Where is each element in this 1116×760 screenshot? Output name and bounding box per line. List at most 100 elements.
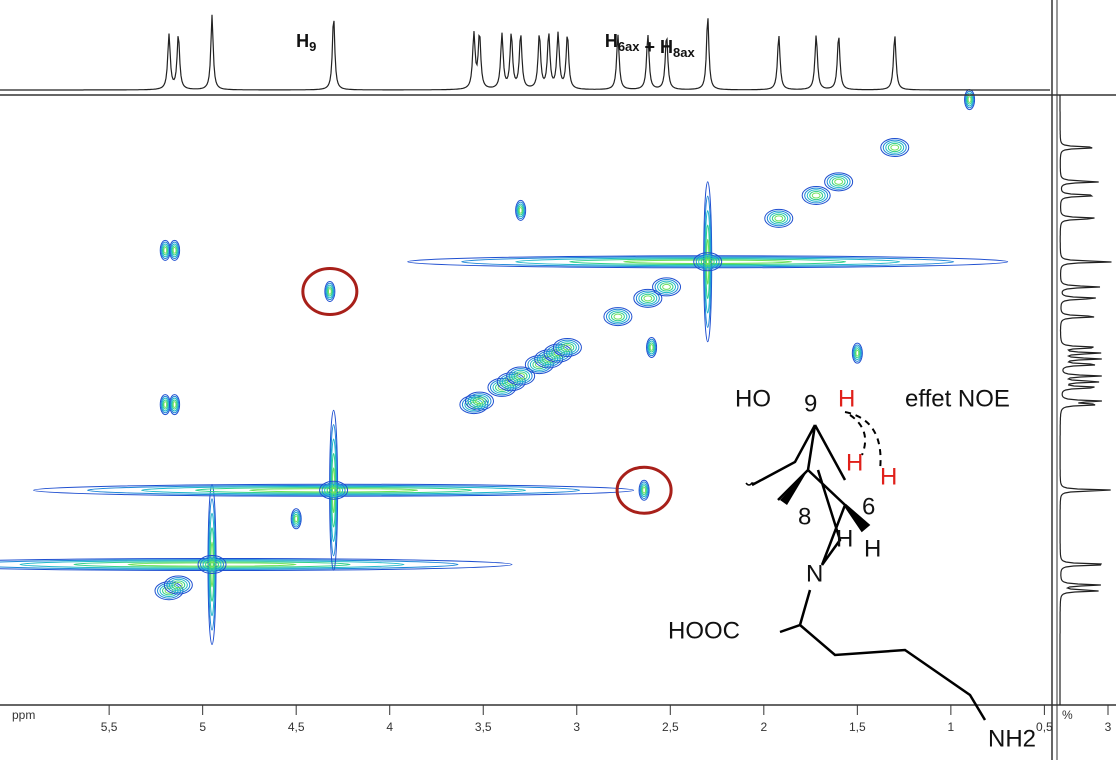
annotation-subscript: 9 xyxy=(309,39,316,54)
diagonal-peak xyxy=(543,343,573,363)
ridge xyxy=(706,238,710,285)
x-tick-label: 0,5 xyxy=(1036,720,1053,734)
cross-peak xyxy=(518,207,523,214)
cross-peak xyxy=(171,245,178,256)
cross-peak xyxy=(852,344,862,362)
atom-label: H xyxy=(864,535,881,562)
diagonal-peak xyxy=(806,189,826,202)
diagonal-peak xyxy=(703,258,713,265)
cross-peak xyxy=(649,344,654,351)
diagonal-peak xyxy=(513,371,528,381)
atom-label: 6 xyxy=(862,493,875,520)
ridge xyxy=(208,512,216,617)
annotation-text: + H xyxy=(640,37,674,57)
projection-label: % xyxy=(1062,708,1073,722)
x-tick-label: 5 xyxy=(199,720,206,734)
diagonal-peak xyxy=(552,337,582,357)
diagonal-peak xyxy=(769,212,789,225)
ridge xyxy=(87,484,581,496)
diagonal-peak xyxy=(693,252,723,272)
annotation-text: H xyxy=(296,31,309,51)
atom-label: HO xyxy=(735,385,771,412)
diagonal-peak xyxy=(200,556,224,573)
diagonal-peak xyxy=(164,587,174,594)
diagonal-peak xyxy=(695,253,720,270)
diagonal-peak xyxy=(809,190,824,201)
diagonal-peak xyxy=(506,366,536,386)
cross-peak xyxy=(647,340,656,355)
x-tick-label: 1 xyxy=(948,720,955,734)
noe-label: effet NOE xyxy=(905,385,1010,412)
atom-label: NH2 xyxy=(988,725,1036,752)
cross-peak xyxy=(325,282,335,301)
ridge xyxy=(705,224,711,300)
cross-peak xyxy=(161,243,169,258)
x-axis-label: ppm xyxy=(12,708,35,722)
diagonal-peak xyxy=(804,187,829,204)
cross-peak xyxy=(327,286,333,297)
cross-peak xyxy=(170,395,180,414)
atom-label: N xyxy=(806,560,823,587)
diagonal-peak xyxy=(171,580,186,590)
diagonal-peak xyxy=(766,210,791,227)
peak-annotation: H9 xyxy=(296,31,316,55)
diagonal-peak xyxy=(811,192,821,199)
diagonal-peak xyxy=(560,342,575,353)
cross-peak xyxy=(169,239,181,261)
diagonal-peak xyxy=(470,394,489,408)
cross-peak xyxy=(516,201,526,220)
cross-peak xyxy=(172,247,177,254)
x-tick-label: 3 xyxy=(573,720,580,734)
diagonal-peak xyxy=(774,215,784,222)
ridge xyxy=(0,559,459,570)
annotation-subscript: 8ax xyxy=(673,45,695,60)
diagonal-peak xyxy=(326,485,341,495)
ridge xyxy=(209,527,215,602)
annotation-subscript: 6ax xyxy=(618,39,640,54)
diagonal-peak xyxy=(197,554,227,574)
ridge xyxy=(331,467,336,514)
diagonal-peak xyxy=(464,391,494,411)
diagonal-peak xyxy=(880,138,910,158)
cross-peak xyxy=(517,205,524,216)
diagonal-peak xyxy=(321,482,346,499)
diagonal-peak xyxy=(764,208,794,228)
cross-peak xyxy=(641,485,647,496)
x-tick-label: 2 xyxy=(760,720,767,734)
ridge xyxy=(210,541,214,588)
projection-tick-label: 3 xyxy=(1105,720,1112,734)
diagonal-peak xyxy=(557,341,577,354)
diagonal-peak xyxy=(553,350,563,357)
projection-top xyxy=(0,14,1050,91)
x-tick-label: 4,5 xyxy=(288,720,305,734)
projection-right xyxy=(1059,95,1112,705)
ridge xyxy=(331,452,336,528)
diagonal-peak xyxy=(562,344,572,351)
diagonal-peak xyxy=(613,313,623,320)
x-tick-label: 4 xyxy=(386,720,393,734)
atom-label: HOOC xyxy=(668,617,740,644)
atom-label: 8 xyxy=(798,503,811,530)
diagonal-peak xyxy=(698,255,718,269)
diagonal-peak xyxy=(154,581,184,601)
structure: HO 9 H effet NOE H H 8 6 H H N HOOC NH2 xyxy=(668,385,1036,752)
cross-peak xyxy=(294,515,299,523)
diagonal-peak xyxy=(826,173,851,190)
diagonal-peak xyxy=(633,288,663,308)
cross-peak xyxy=(853,346,862,361)
diagonal-peak xyxy=(801,186,831,206)
cross-peak xyxy=(642,486,647,494)
ridge xyxy=(703,195,712,328)
cross-peak xyxy=(172,401,177,408)
diagonal-peak xyxy=(467,393,492,410)
ridge xyxy=(249,488,419,493)
cross-peak xyxy=(324,280,336,302)
diagonal-peak xyxy=(524,355,554,375)
cross-peak xyxy=(169,394,181,416)
x-tick-label: 3,5 xyxy=(475,720,492,734)
cross-peak xyxy=(170,241,180,260)
diagonal-peak xyxy=(603,307,633,327)
x-tick-label: 2,5 xyxy=(662,720,679,734)
ridge xyxy=(704,210,711,314)
cross-peak xyxy=(639,481,649,499)
